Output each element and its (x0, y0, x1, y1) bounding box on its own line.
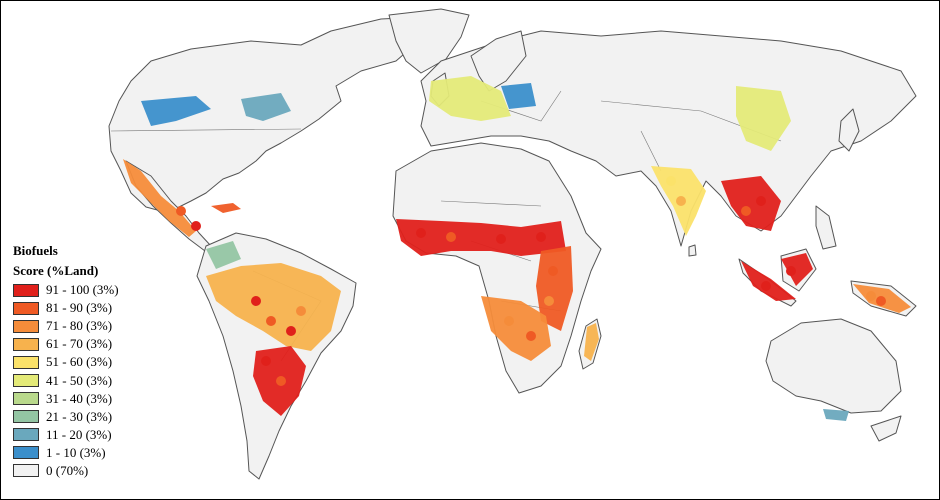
score-speckle (676, 196, 686, 206)
score-patch-caribbean (211, 203, 241, 213)
legend-item: 81 - 90 (3%) (13, 299, 153, 317)
legend-item: 0 (70%) (13, 462, 153, 480)
legend-swatch (13, 392, 39, 406)
score-patch-west-africa-sahel (396, 219, 566, 256)
score-speckle (261, 356, 271, 366)
score-speckle (266, 316, 276, 326)
score-speckle (876, 296, 886, 306)
legend-item: 71 - 80 (3%) (13, 317, 153, 335)
legend-label: 41 - 50 (3%) (46, 372, 113, 388)
japan-landmass (838, 108, 860, 152)
score-patch-australia-southeast (823, 409, 849, 421)
legend-swatch (13, 337, 39, 351)
new-zealand-landmass (870, 415, 902, 442)
score-speckle (251, 296, 261, 306)
biofuel-score-patches (123, 76, 911, 421)
legend-item: 31 - 40 (3%) (13, 390, 153, 408)
legend-item: 41 - 50 (3%) (13, 371, 153, 389)
score-patch-north-america-east (241, 93, 291, 121)
score-speckle (286, 326, 296, 336)
legend-classes: 91 - 100 (3%) 81 - 90 (3%) 71 - 80 (3%) 61 … (13, 281, 153, 480)
sri-lanka-landmass (688, 244, 697, 257)
map-legend: Biofuels Score (%Land) 91 - 100 (3%) 81 -… (13, 241, 153, 480)
score-speckle (526, 331, 536, 341)
africa-landmass (392, 142, 602, 394)
legend-item: 21 - 30 (3%) (13, 408, 153, 426)
legend-label: 21 - 30 (3%) (46, 408, 113, 424)
legend-title-line2: Score (%Land) (13, 263, 99, 278)
legend-swatch (13, 283, 39, 297)
legend-swatch (13, 464, 39, 478)
score-speckle (756, 196, 766, 206)
legend-item: 11 - 20 (3%) (13, 426, 153, 444)
score-speckle (544, 296, 554, 306)
legend-label: 61 - 70 (3%) (46, 336, 113, 352)
legend-label: 71 - 80 (3%) (46, 318, 113, 334)
legend-item: 61 - 70 (3%) (13, 335, 153, 353)
legend-swatch (13, 428, 39, 442)
score-speckle (416, 228, 426, 238)
legend-swatch (13, 319, 39, 333)
score-speckle (741, 206, 751, 216)
score-speckle (786, 266, 796, 276)
legend-item: 91 - 100 (3%) (13, 281, 153, 299)
score-patch-north-america-plains (141, 96, 211, 126)
score-patch-madagascar (584, 323, 599, 361)
legend-label: 91 - 100 (3%) (46, 282, 119, 298)
legend-label: 1 - 10 (3%) (46, 444, 106, 460)
score-patch-southeast-asia (721, 176, 781, 231)
legend-swatch (13, 410, 39, 424)
score-speckle (446, 232, 456, 242)
score-patch-mexico-central-america (123, 159, 196, 237)
scandinavia-landmass (470, 30, 527, 92)
score-patch-south-america-north (206, 241, 241, 269)
legend-swatch (13, 374, 39, 388)
score-patch-europe (429, 76, 511, 121)
score-patch-southern-africa (481, 296, 551, 361)
legend-label: 81 - 90 (3%) (46, 300, 113, 316)
score-speckle (761, 281, 771, 291)
score-speckle (496, 234, 506, 244)
legend-swatch (13, 446, 39, 460)
score-patch-eastern-europe (501, 83, 536, 109)
score-patch-east-africa (536, 246, 573, 331)
score-speckle (276, 376, 286, 386)
score-speckle (548, 266, 558, 276)
score-speckle (176, 206, 186, 216)
australia-landmass (765, 318, 902, 414)
legend-item: 1 - 10 (3%) (13, 444, 153, 462)
score-patch-indonesia (741, 253, 813, 301)
score-speckle (536, 232, 546, 242)
highlight-spots (176, 176, 886, 386)
score-speckle (504, 316, 514, 326)
philippines-landmass (815, 205, 837, 250)
score-speckle (666, 176, 676, 186)
legend-swatch (13, 301, 39, 315)
score-patch-china-east (736, 86, 791, 151)
legend-label: 0 (70%) (46, 462, 89, 478)
legend-label: 11 - 20 (3%) (46, 426, 112, 442)
legend-swatch (13, 355, 39, 369)
score-patch-south-america-brazil (206, 263, 341, 351)
score-speckle (866, 291, 876, 301)
legend-label: 51 - 60 (3%) (46, 354, 113, 370)
score-speckle (296, 306, 306, 316)
score-speckle (191, 221, 201, 231)
legend-item: 51 - 60 (3%) (13, 353, 153, 371)
legend-label: 31 - 40 (3%) (46, 390, 113, 406)
legend-title-line1: Biofuels (13, 243, 58, 258)
